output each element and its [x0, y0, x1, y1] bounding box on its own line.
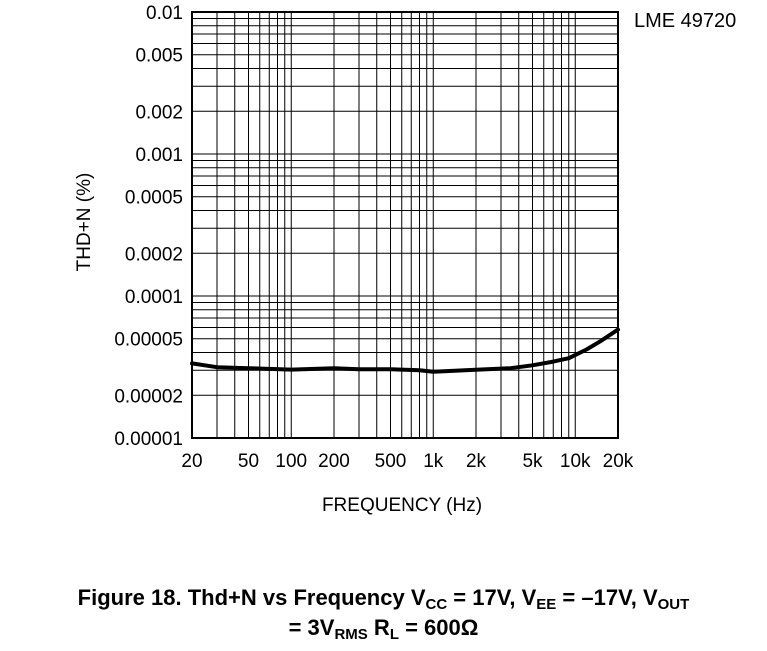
part-number-label: LME 49720 — [634, 10, 736, 32]
x-axis-title: FREQUENCY (Hz) — [322, 495, 482, 516]
y-tick-label: 0.0005 — [125, 188, 183, 209]
thd-frequency-chart: 0.01 0.005 0.002 0.001 0.0005 0.0002 0.0001 0.0… — [74, 3, 736, 516]
figure-caption: Figure 18. Thd+N vs Frequency VCC = 17V,… — [0, 583, 767, 643]
caption-line-2: = 3VRMS RL = 600Ω — [288, 615, 479, 643]
caption-line-1: Figure 18. Thd+N vs Frequency VCC = 17V,… — [77, 585, 690, 613]
y-tick-label: 0.0002 — [125, 244, 183, 265]
x-tick-labels: 20 50 100 200 500 1k 2k 5k 10k 20k — [181, 451, 633, 472]
x-tick-label: 100 — [275, 451, 307, 472]
y-tick-label: 0.00001 — [114, 429, 183, 450]
x-tick-label: 2k — [466, 451, 487, 472]
y-tick-label: 0.00002 — [114, 386, 183, 407]
x-tick-label: 1k — [423, 451, 444, 472]
y-axis-title: THD+N (%) — [74, 173, 95, 272]
y-tick-label: 0.01 — [146, 3, 183, 24]
y-tick-label: 0.00005 — [114, 330, 183, 351]
y-tick-label: 0.001 — [135, 145, 183, 166]
thd-series-line — [190, 327, 620, 374]
x-tick-label: 5k — [522, 451, 543, 472]
plot-frame — [191, 11, 619, 439]
y-tick-label: 0.002 — [135, 102, 183, 123]
y-tick-label: 0.005 — [135, 46, 183, 67]
y-tick-labels: 0.01 0.005 0.002 0.001 0.0005 0.0002 0.0001 0.0… — [114, 3, 183, 450]
x-tick-label: 20k — [603, 451, 634, 472]
minor-gridlines — [192, 12, 618, 438]
x-tick-label: 10k — [560, 451, 591, 472]
x-tick-label: 50 — [238, 451, 259, 472]
x-tick-label: 20 — [181, 451, 202, 472]
x-tick-label: 500 — [375, 451, 407, 472]
y-tick-label: 0.0001 — [125, 287, 183, 308]
x-tick-label: 200 — [318, 451, 350, 472]
